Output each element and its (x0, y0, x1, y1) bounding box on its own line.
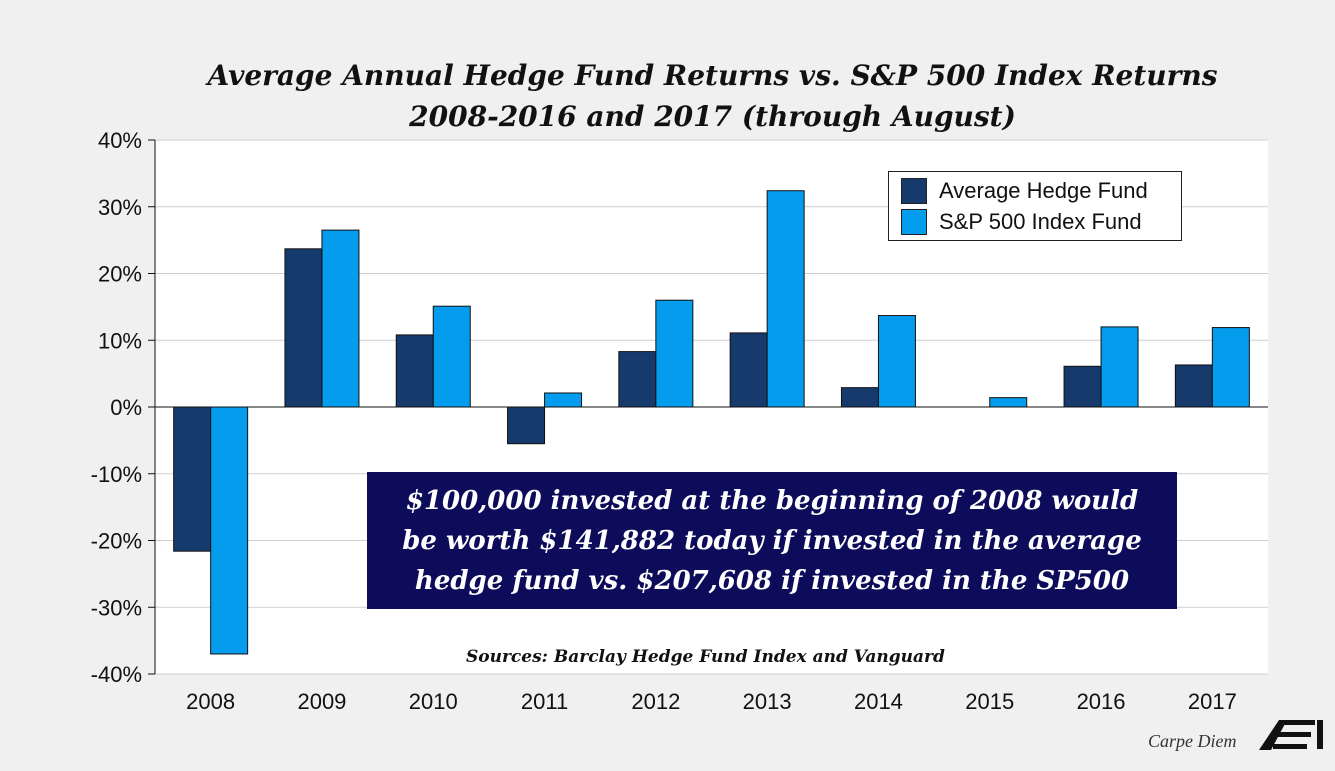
bar-sp500-2014 (877, 315, 916, 408)
legend-label-hedge-fund: Average Hedge Fund (939, 178, 1148, 203)
callout-line3: hedge fund vs. $207,608 if invested in t… (414, 565, 1130, 596)
callout-box: $100,000 invested at the beginning of 20… (367, 472, 1177, 609)
legend-item-hedge-fund: Average Hedge Fund (901, 178, 1148, 204)
y-axis: 40% 30% 20% 10% 0% -10% -20% -30% -40% (91, 128, 156, 687)
y-tick-label: 10% (98, 328, 142, 353)
bar-hedge-fund-2013 (729, 332, 768, 408)
y-tick-label: -40% (91, 662, 142, 687)
legend-item-sp500: S&P 500 Index Fund (901, 209, 1142, 235)
chart-title: Average Annual Hedge Fund Returns vs. S&… (0, 55, 1335, 137)
sources-note: Sources: Barclay Hedge Fund Index and Va… (466, 647, 945, 667)
y-tick-label: 40% (98, 128, 142, 153)
bar-sp500-2013 (766, 190, 805, 408)
bar-sp500-2016 (1100, 326, 1139, 408)
x-axis: 2008 2009 2010 2011 2012 2013 2014 2015 2016 2017 (186, 689, 1237, 714)
bar-sp500-2008 (210, 406, 249, 655)
x-tick-label-2017: 2017 (1188, 689, 1237, 714)
x-tick-label-2012: 2012 (631, 689, 680, 714)
x-tick-label-2009: 2009 (297, 689, 346, 714)
bars (173, 190, 1250, 655)
x-tick-label-2013: 2013 (743, 689, 792, 714)
legend-swatch-hedge-fund (901, 178, 927, 204)
aei-logo (1259, 720, 1323, 750)
bar-hedge-fund-2017 (1174, 364, 1213, 408)
bar-hedge-fund-2009 (284, 248, 323, 408)
y-tick-label: -10% (91, 462, 142, 487)
bar-sp500-2010 (432, 305, 471, 408)
bar-hedge-fund-2012 (618, 351, 657, 408)
bar-sp500-2012 (655, 299, 694, 408)
carpe-diem-credit: Carpe Diem (1148, 731, 1237, 751)
x-tick-label-2016: 2016 (1077, 689, 1126, 714)
x-tick-label-2011: 2011 (521, 689, 568, 714)
x-tick-label-2008: 2008 (186, 689, 235, 714)
callout-line2: be worth $141,882 today if invested in t… (402, 525, 1142, 556)
y-tick-label: 20% (98, 262, 142, 287)
chart-title-line1: Average Annual Hedge Fund Returns vs. S&… (207, 59, 1218, 92)
x-tick-label-2014: 2014 (854, 689, 903, 714)
legend-label-sp500: S&P 500 Index Fund (939, 209, 1142, 234)
y-tick-label: -20% (91, 529, 142, 554)
callout-line1: $100,000 invested at the beginning of 20… (405, 485, 1139, 516)
bar-hedge-fund-2010 (395, 334, 434, 408)
y-tick-label: 30% (98, 195, 142, 220)
bar-sp500-2017 (1211, 327, 1250, 408)
bar-hedge-fund-2014 (840, 387, 879, 408)
x-tick-label-2010: 2010 (409, 689, 458, 714)
bar-hedge-fund-2011 (507, 406, 546, 445)
bar-sp500-2009 (321, 229, 360, 408)
x-tick-label-2015: 2015 (965, 689, 1014, 714)
bar-hedge-fund-2016 (1063, 365, 1102, 408)
chart-title-line2: 2008-2016 and 2017 (through August) (409, 100, 1016, 133)
bar-hedge-fund-2008 (173, 406, 212, 552)
bar-sp500-2011 (544, 392, 583, 408)
legend-swatch-sp500 (901, 209, 927, 235)
legend: Average Hedge Fund S&P 500 Index Fund (888, 171, 1182, 241)
bar-sp500-2015 (989, 397, 1028, 408)
y-tick-label: 0% (110, 395, 142, 420)
y-tick-label: -30% (91, 595, 142, 620)
